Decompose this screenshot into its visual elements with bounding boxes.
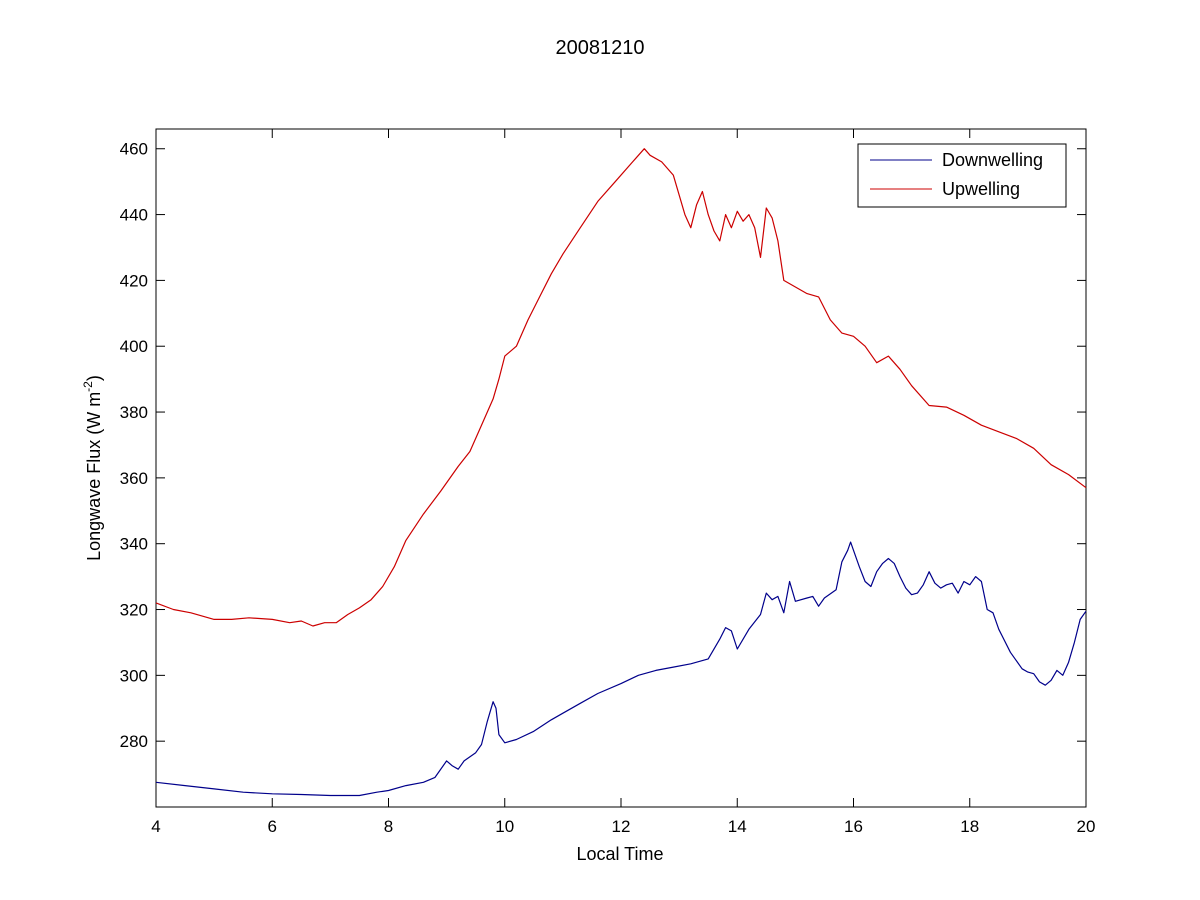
plot-area (155, 128, 1087, 808)
legend: Downwelling Upwelling (857, 143, 1067, 208)
x-tick-label-8: 8 (384, 817, 393, 836)
x-tick-label-10: 10 (495, 817, 514, 836)
x-tick-label-6: 6 (268, 817, 277, 836)
y-tick-label-300: 300 (120, 666, 148, 685)
series-line-upwelling (155, 148, 1087, 627)
y-axis-label: Longwave Flux (W m-2) (81, 375, 104, 561)
y-tick-label-340: 340 (120, 535, 148, 554)
legend-label-upwelling: Upwelling (942, 179, 1020, 199)
x-tick-label-16: 16 (844, 817, 863, 836)
y-tick-label-400: 400 (120, 337, 148, 356)
series-line-downwelling (155, 541, 1087, 797)
y-axis: 280 300 320 340 360 380 400 420 440 460 (120, 140, 1086, 751)
y-tick-label-360: 360 (120, 469, 148, 488)
chart-title: 20081210 (556, 37, 645, 59)
y-tick-label-420: 420 (120, 271, 148, 290)
x-tick-label-12: 12 (612, 817, 631, 836)
y-tick-label-440: 440 (120, 206, 148, 225)
y-tick-label-460: 460 (120, 140, 148, 159)
y-axis-label-superscript: -2 (81, 381, 95, 392)
y-axis-label-close: ) (84, 375, 104, 381)
y-tick-label-380: 380 (120, 403, 148, 422)
legend-box (857, 143, 1067, 208)
x-tick-label-14: 14 (728, 817, 747, 836)
y-tick-label-280: 280 (120, 732, 148, 751)
x-tick-label-20: 20 (1077, 817, 1096, 836)
y-tick-label-320: 320 (120, 601, 148, 620)
x-axis: 4 6 8 10 12 14 16 18 20 (151, 129, 1095, 836)
x-tick-label-18: 18 (960, 817, 979, 836)
series-lines (155, 148, 1087, 797)
x-tick-label-4: 4 (151, 817, 160, 836)
y-axis-label-main: Longwave Flux (W m (84, 392, 104, 561)
legend-label-downwelling: Downwelling (942, 150, 1043, 170)
x-axis-label: Local Time (576, 844, 663, 864)
